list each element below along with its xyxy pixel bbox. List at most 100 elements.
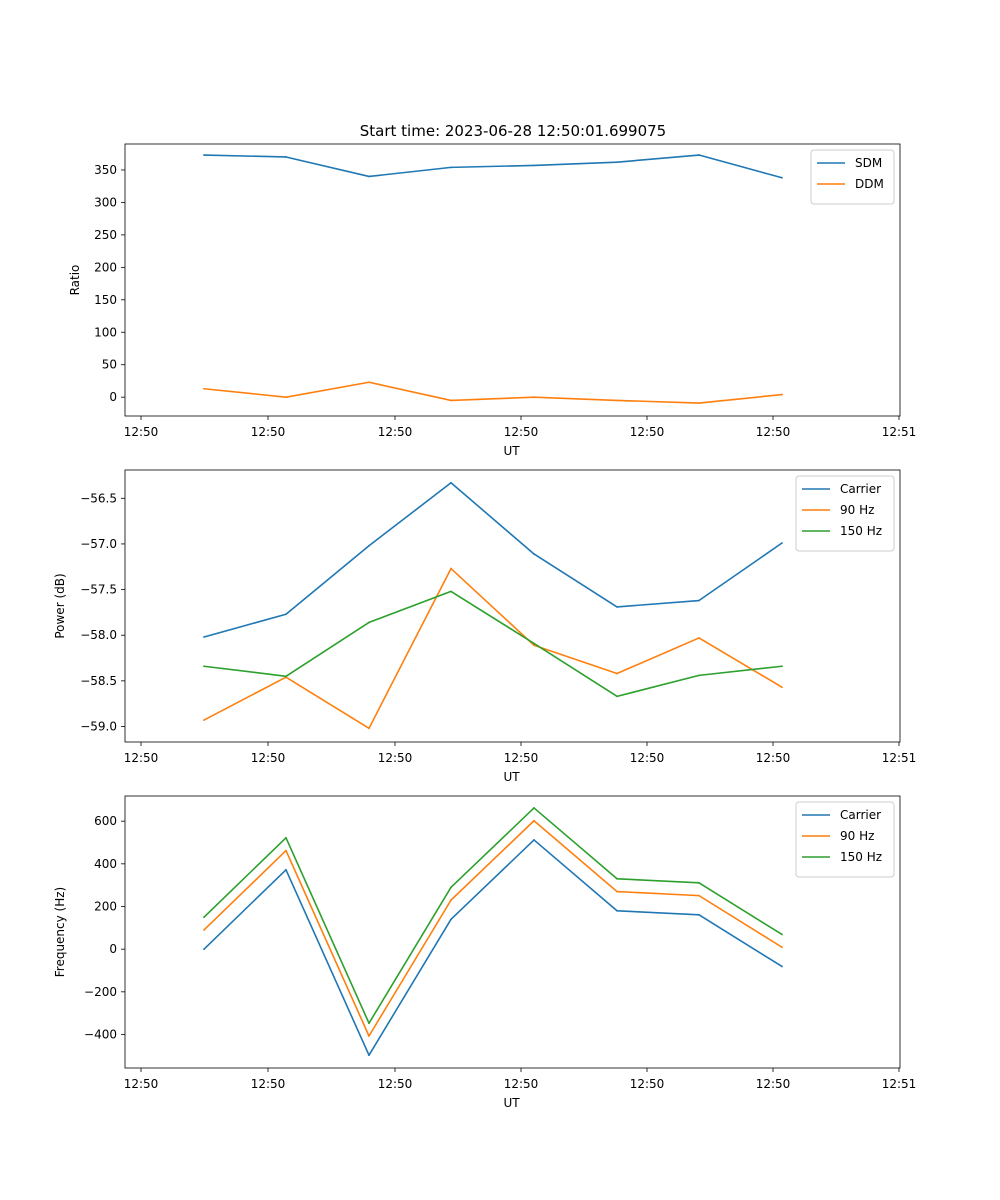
data-point-carrier bbox=[781, 542, 783, 544]
data-point-90hz bbox=[533, 819, 535, 822]
ratio-panel: 12:50 12:50 12:50 12:50 12:50 12:50 12:51 0 50 10… bbox=[68, 143, 917, 458]
y-tick-label: −57.5 bbox=[80, 583, 117, 597]
x-tick-label: 12:50 bbox=[756, 1077, 791, 1091]
data-point-150hz bbox=[698, 674, 700, 677]
y-axis-label: Power (dB) bbox=[53, 573, 67, 638]
x-axis-label: UT bbox=[503, 770, 520, 784]
legend-label-90hz: 90 Hz bbox=[840, 829, 874, 843]
x-tick-label: 12:50 bbox=[378, 1077, 413, 1091]
legend-label-sdm: SDM bbox=[855, 156, 882, 170]
data-point-90hz bbox=[450, 899, 452, 902]
y-tick-label: −59.0 bbox=[80, 719, 117, 733]
series-line-150hz bbox=[203, 590, 783, 698]
data-point-sdm bbox=[450, 166, 452, 169]
legend-label-150hz: 150 Hz bbox=[840, 850, 882, 864]
data-point-150hz bbox=[450, 886, 452, 889]
x-tick-label: 12:50 bbox=[756, 425, 791, 439]
y-tick-label: 400 bbox=[94, 857, 117, 871]
axes-frame bbox=[124, 795, 901, 1069]
data-point-carrier bbox=[533, 839, 535, 841]
series-line-150hz bbox=[203, 807, 783, 1025]
data-point-150hz bbox=[616, 877, 618, 880]
data-point-150hz bbox=[781, 665, 783, 668]
figure-title: Start time: 2023-06-28 12:50:01.699075 bbox=[360, 122, 666, 140]
data-point-150hz bbox=[368, 1022, 370, 1025]
x-tick-label: 12:50 bbox=[124, 1077, 159, 1091]
data-point-150hz bbox=[698, 881, 700, 884]
y-tick-label: 200 bbox=[94, 900, 117, 914]
y-tick-label: −58.5 bbox=[80, 674, 117, 688]
data-point-sdm bbox=[368, 175, 370, 178]
data-point-sdm bbox=[781, 176, 783, 179]
data-point-carrier bbox=[616, 606, 618, 608]
data-point-carrier bbox=[203, 636, 205, 638]
data-point-90hz bbox=[368, 1035, 370, 1037]
data-point-carrier bbox=[285, 868, 287, 871]
data-point-ddm bbox=[203, 387, 205, 390]
y-tick-label: 200 bbox=[94, 260, 117, 274]
data-point-90hz bbox=[781, 946, 783, 949]
frequency-panel: 12:50 12:50 12:50 12:50 12:50 12:50 12:51 −400 −… bbox=[53, 795, 916, 1110]
data-point-150hz bbox=[533, 642, 535, 645]
data-point-carrier bbox=[616, 909, 618, 912]
data-point-150hz bbox=[781, 933, 783, 936]
legend-label-90hz: 90 Hz bbox=[840, 503, 874, 517]
data-point-carrier bbox=[533, 553, 535, 555]
x-tick-label: 12:51 bbox=[882, 425, 917, 439]
x-axis-label: UT bbox=[503, 444, 520, 458]
power-panel: 12:50 12:50 12:50 12:50 12:50 12:50 12:51 −59.0… bbox=[53, 469, 916, 784]
y-tick-label: −56.5 bbox=[80, 491, 117, 505]
y-tick-label: 150 bbox=[94, 293, 117, 307]
x-tick-label: 12:50 bbox=[378, 425, 413, 439]
series-line-ddm bbox=[203, 381, 783, 404]
y-tick-label: 250 bbox=[94, 228, 117, 242]
y-tick-label: −400 bbox=[84, 1028, 117, 1042]
x-tick-label: 12:50 bbox=[630, 1077, 665, 1091]
legend-box bbox=[795, 801, 895, 878]
y-tick-label: 0 bbox=[109, 390, 117, 404]
x-tick-label: 12:50 bbox=[756, 751, 791, 765]
data-point-90hz bbox=[368, 727, 370, 730]
data-point-150hz bbox=[203, 665, 205, 668]
x-tick-label: 12:50 bbox=[504, 1077, 539, 1091]
data-point-90hz bbox=[203, 719, 205, 721]
data-point-carrier bbox=[368, 1054, 370, 1057]
data-point-90hz bbox=[616, 890, 618, 893]
x-tick-label: 12:50 bbox=[251, 425, 286, 439]
y-tick-label: −200 bbox=[84, 985, 117, 999]
x-tick-label: 12:50 bbox=[630, 751, 665, 765]
data-point-ddm bbox=[698, 402, 700, 404]
legend-label-ddm: DDM bbox=[855, 177, 884, 191]
data-point-150hz bbox=[368, 621, 370, 624]
data-point-90hz bbox=[533, 644, 535, 647]
axes-frame bbox=[124, 143, 901, 417]
data-point-sdm bbox=[203, 154, 205, 156]
y-tick-label: 300 bbox=[94, 195, 117, 209]
data-point-ddm bbox=[781, 393, 783, 396]
data-point-sdm bbox=[285, 156, 287, 158]
axes-frame bbox=[124, 469, 901, 743]
legend-label-150hz: 150 Hz bbox=[840, 524, 882, 538]
series-line-carrier bbox=[203, 839, 783, 1056]
data-point-90hz bbox=[203, 929, 205, 931]
data-point-90hz bbox=[698, 894, 700, 897]
series-line-90hz bbox=[203, 819, 783, 1037]
data-point-150hz bbox=[285, 675, 287, 678]
y-tick-label: 100 bbox=[94, 325, 117, 339]
x-tick-label: 12:50 bbox=[251, 751, 286, 765]
data-point-carrier bbox=[698, 913, 700, 916]
x-tick-label: 12:50 bbox=[124, 425, 159, 439]
data-point-ddm bbox=[616, 399, 618, 402]
data-point-150hz bbox=[450, 590, 452, 593]
y-tick-label: −58.0 bbox=[80, 628, 117, 642]
data-point-90hz bbox=[450, 567, 452, 570]
data-point-carrier bbox=[450, 481, 452, 484]
data-point-90hz bbox=[698, 637, 700, 639]
data-point-150hz bbox=[533, 807, 535, 809]
data-point-sdm bbox=[533, 164, 535, 167]
data-point-carrier bbox=[203, 948, 205, 951]
data-point-150hz bbox=[616, 695, 618, 698]
y-tick-label: −57.0 bbox=[80, 537, 117, 551]
series-line-carrier bbox=[203, 481, 783, 638]
